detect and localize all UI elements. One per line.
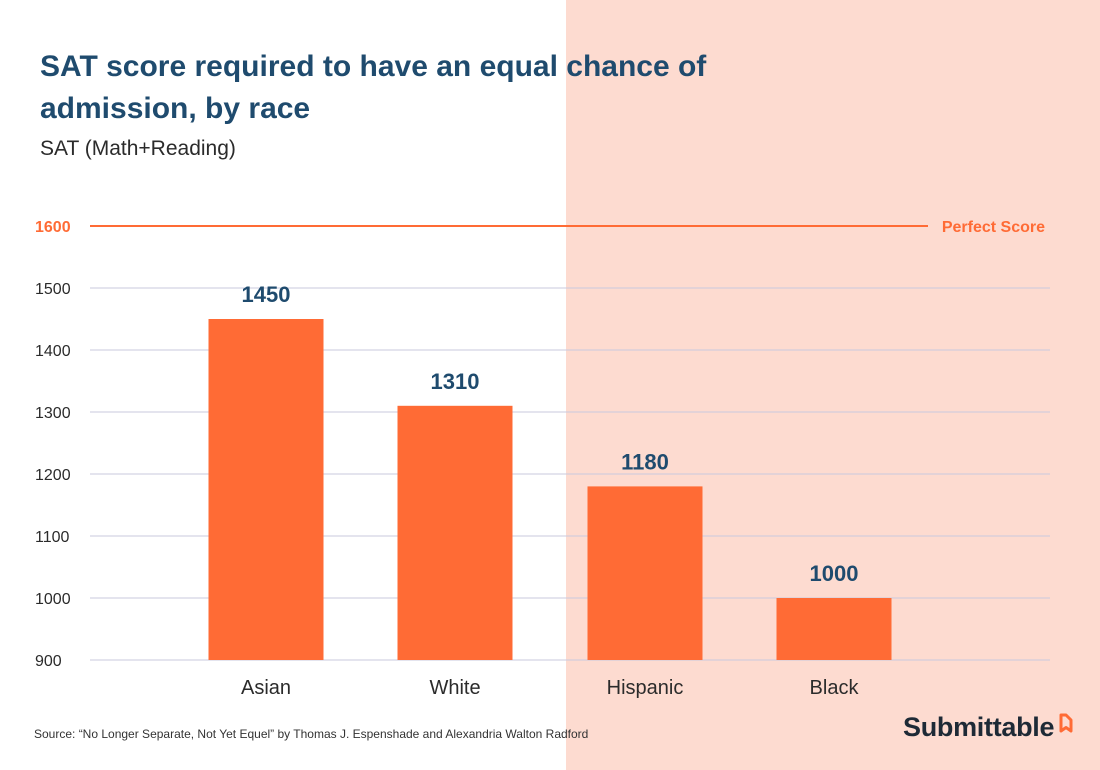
x-tick-label-black: Black [810, 677, 860, 699]
y-tick-label-1300: 1300 [35, 405, 71, 422]
y-tick-label-1500: 1500 [35, 281, 71, 298]
chart-subtitle: SAT (Math+Reading) [40, 137, 236, 160]
brand-logo: Submittable [903, 712, 1074, 743]
y-tick-label-1000: 1000 [35, 591, 71, 608]
bar-asian [208, 319, 324, 660]
submittable-logo-icon [1059, 713, 1073, 733]
bar-value-label-white: 1310 [431, 369, 480, 394]
perfect-score-label: Perfect Score [942, 219, 1045, 236]
bar-black [776, 598, 892, 660]
y-axis-tick-labels: 900 1000 1100 1200 1300 1400 1500 [35, 281, 71, 670]
x-tick-label-white: White [429, 677, 480, 699]
bar-white [397, 405, 513, 660]
source-note: Source: “No Longer Separate, Not Yet Equ… [34, 727, 589, 741]
y-tick-label-900: 900 [35, 653, 62, 670]
logo-text: Submittable [903, 712, 1055, 742]
bar-value-labels: 1450 1310 1180 1000 [242, 282, 859, 586]
chart-title: SAT score required to have an equal chan… [40, 50, 707, 125]
perfect-score-line-group: 1600 Perfect Score [35, 219, 1045, 236]
bars [208, 319, 892, 660]
x-tick-label-asian: Asian [241, 677, 291, 699]
x-axis-tick-labels: Asian White Hispanic Black [241, 677, 859, 699]
bar-hispanic [587, 486, 703, 660]
bar-value-label-hispanic: 1180 [621, 449, 669, 474]
x-tick-label-hispanic: Hispanic [607, 677, 684, 699]
y-tick-label-1100: 1100 [35, 529, 70, 546]
perfect-score-tick-label: 1600 [35, 219, 71, 236]
y-tick-label-1200: 1200 [35, 467, 71, 484]
bar-value-label-black: 1000 [810, 561, 859, 586]
y-tick-label-1400: 1400 [35, 343, 71, 360]
bar-value-label-asian: 1450 [242, 282, 291, 307]
